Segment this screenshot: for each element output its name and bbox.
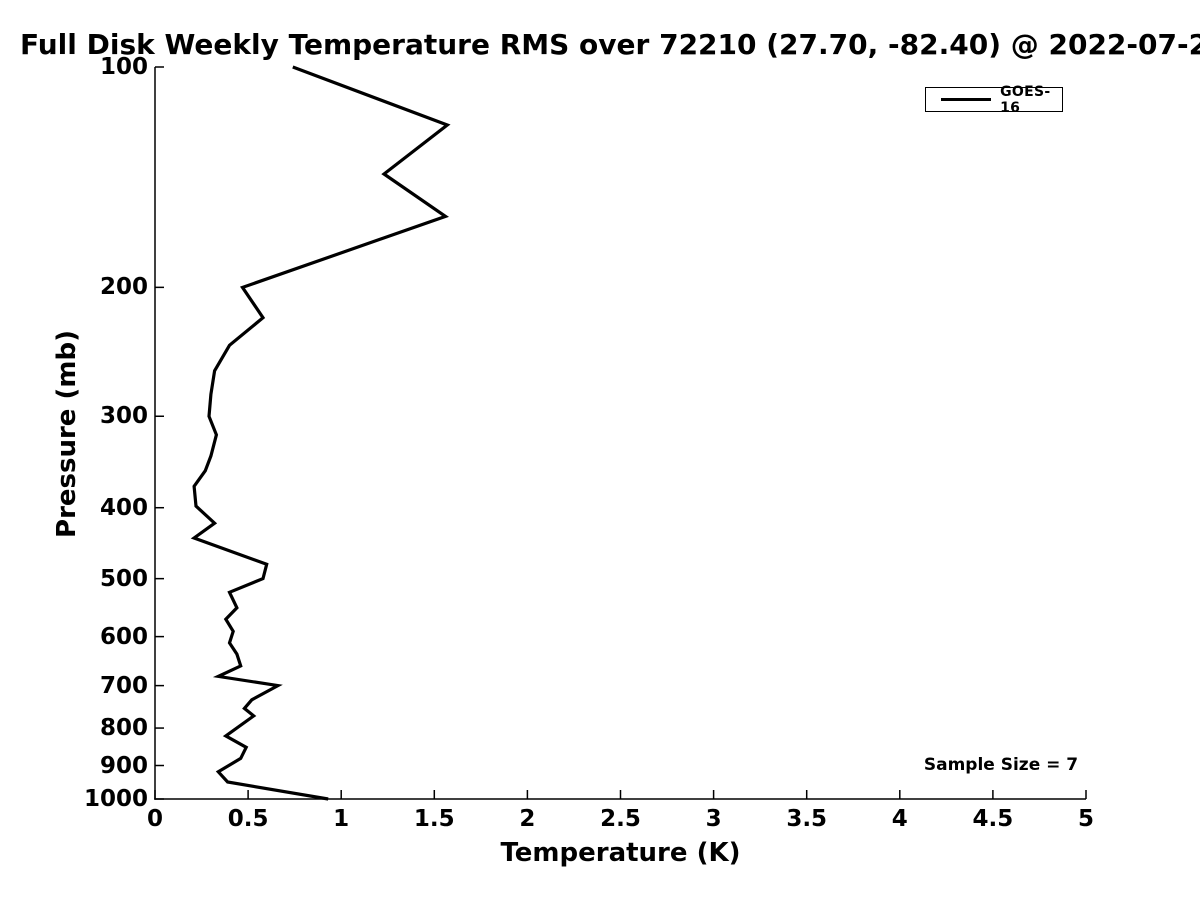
x-axis-label: Temperature (K) <box>500 838 741 868</box>
y-tick-label: 400 <box>99 494 148 521</box>
x-tick-label: 0 <box>146 806 163 832</box>
y-tick-label: 800 <box>99 715 148 742</box>
x-tick-label: 0.5 <box>227 806 269 832</box>
x-tick-label: 3.5 <box>786 806 828 832</box>
y-axis-label: Pressure (mb) <box>52 330 82 538</box>
x-tick-label: 2.5 <box>600 806 641 832</box>
y-tick-label: 1000 <box>83 786 148 812</box>
x-tick-label: 3 <box>705 806 722 832</box>
x-tick-label: 1 <box>333 806 350 832</box>
y-tick-label: 300 <box>99 403 148 430</box>
y-tick-label: 700 <box>99 672 148 699</box>
y-tick-label: 500 <box>99 565 148 592</box>
x-tick-label: 4.5 <box>972 806 1014 832</box>
x-tick-label: 1.5 <box>413 806 455 832</box>
legend: GOES-16 <box>925 84 1063 116</box>
y-tick-label: 900 <box>99 752 148 779</box>
y-tick-label: 600 <box>99 623 148 650</box>
x-tick-label: 5 <box>1077 806 1094 832</box>
goes-16-data-line <box>190 65 451 801</box>
x-tick-label: 2 <box>519 806 536 832</box>
y-tick-label: 100 <box>99 54 148 80</box>
chart-title: Full Disk Weekly Temperature RMS over 72… <box>20 28 1200 61</box>
y-tick-label: 200 <box>99 274 148 301</box>
sample-size-annotation: Sample Size = 7 <box>923 755 1079 775</box>
legend-label: GOES-16 <box>1000 83 1051 116</box>
x-tick-label: 4 <box>891 806 908 832</box>
legend-line-sample-icon <box>941 98 992 101</box>
